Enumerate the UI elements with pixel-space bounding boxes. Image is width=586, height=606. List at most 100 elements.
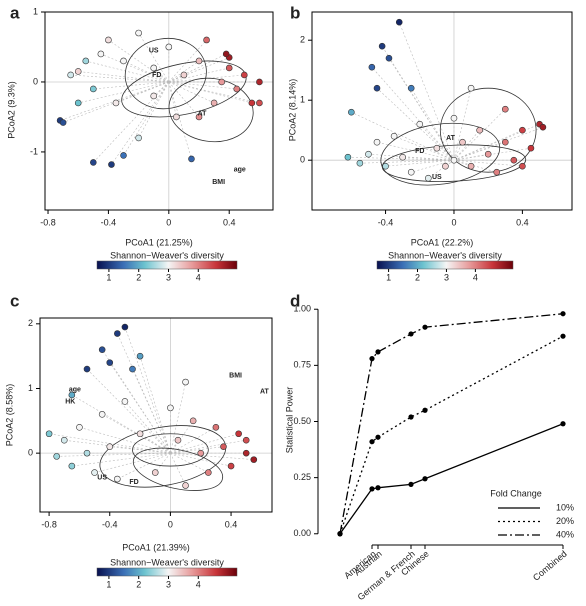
sample-point xyxy=(227,462,235,470)
y-tick-label: 1 xyxy=(33,6,38,16)
spider-line xyxy=(170,453,186,486)
spider-line xyxy=(170,452,209,473)
spider-line xyxy=(453,130,480,161)
sample-point xyxy=(256,99,263,107)
spider-line xyxy=(453,159,497,173)
x-tick-label: 0 xyxy=(166,217,171,227)
colorbar-title: Shannon−Weaver's diversity xyxy=(110,250,224,260)
sample-point xyxy=(108,161,115,168)
data-point xyxy=(560,421,566,427)
colorbar-tick-label: 2 xyxy=(136,579,141,589)
sample-point xyxy=(241,71,248,79)
spider-line xyxy=(453,159,472,167)
spider-line xyxy=(168,81,237,90)
x-axis-title: PCoA1 (21.39%) xyxy=(122,542,190,552)
annotation: US xyxy=(432,174,442,181)
sample-point xyxy=(90,159,97,166)
spider-line xyxy=(71,394,171,454)
sample-point xyxy=(235,430,242,438)
y-tick-label: -1 xyxy=(30,146,38,156)
spider-line xyxy=(123,60,169,83)
data-point xyxy=(375,349,381,355)
spider-line xyxy=(108,39,169,83)
sample-point xyxy=(210,99,218,107)
legend-title: Fold Change xyxy=(490,488,542,498)
sample-point xyxy=(248,99,256,107)
sample-point xyxy=(493,168,501,176)
x-tick-label: 0 xyxy=(451,217,456,227)
colorbar-tick-label: 1 xyxy=(106,579,111,589)
spider-line xyxy=(155,452,171,473)
spider-line xyxy=(70,74,169,83)
spider-line xyxy=(428,159,455,179)
sample-point xyxy=(222,50,230,58)
sample-point xyxy=(365,150,372,158)
spider-line xyxy=(153,81,170,97)
sample-point xyxy=(378,42,386,50)
sample-point xyxy=(68,391,76,399)
colorbar-tick-label: 4 xyxy=(196,579,201,589)
spider-line xyxy=(388,58,455,161)
colorbar xyxy=(96,567,238,577)
sample-point xyxy=(83,449,91,457)
spider-line xyxy=(453,108,506,161)
sample-point xyxy=(510,156,518,164)
spider-line xyxy=(71,452,171,467)
sample-point xyxy=(425,174,432,182)
sample-point xyxy=(250,456,258,463)
sample-point xyxy=(501,105,509,113)
spider-line xyxy=(168,39,207,83)
spider-line xyxy=(94,452,171,473)
plot-frame xyxy=(311,11,573,211)
sample-point xyxy=(382,162,389,170)
sample-point xyxy=(195,113,203,121)
data-point xyxy=(369,439,375,445)
sample-point xyxy=(442,162,449,170)
spider-line xyxy=(436,147,455,161)
annotation: age xyxy=(69,387,81,394)
annotation: FD xyxy=(415,148,424,155)
sample-point xyxy=(450,114,458,122)
data-point xyxy=(422,407,428,413)
spider-line xyxy=(168,81,177,118)
spider-line xyxy=(170,427,217,454)
sample-point xyxy=(220,443,227,450)
sample-point xyxy=(59,119,67,126)
data-point xyxy=(560,333,566,339)
sample-point xyxy=(348,108,355,116)
data-point xyxy=(408,414,414,420)
y-axis-title: PCoA2 (9.3%) xyxy=(6,81,16,139)
x-tick-label: Combined xyxy=(531,549,569,583)
y-axis-title: PCoA2 (8.58%) xyxy=(4,384,14,447)
sample-point xyxy=(82,57,90,65)
colorbar-tick-label: 4 xyxy=(196,272,201,282)
legend-label: 20% xyxy=(556,516,574,526)
sample-point xyxy=(501,138,509,146)
sample-point xyxy=(242,449,250,457)
annotation: BMI xyxy=(229,372,242,379)
spider-line xyxy=(402,156,454,161)
spider-line xyxy=(79,426,171,454)
sample-point xyxy=(135,134,142,142)
spider-line xyxy=(398,22,455,161)
spider-line xyxy=(419,123,455,161)
group-ellipse xyxy=(124,37,207,110)
spider-line xyxy=(101,349,171,454)
spider-line xyxy=(153,67,170,83)
sample-point xyxy=(174,436,182,444)
sample-point xyxy=(356,159,364,167)
spider-line xyxy=(117,452,171,480)
y-tick-label: 1 xyxy=(28,383,33,393)
series-line xyxy=(339,423,564,535)
spider-line xyxy=(111,81,170,165)
sample-point xyxy=(120,152,127,159)
sample-point xyxy=(151,469,159,476)
sample-point xyxy=(112,99,120,107)
colorbar-tick-label: 1 xyxy=(386,272,391,282)
spider-line xyxy=(453,147,531,161)
annotation: FD xyxy=(152,72,161,79)
sample-point xyxy=(188,155,195,163)
data-point xyxy=(369,486,375,492)
sample-point xyxy=(407,84,415,92)
sample-point xyxy=(225,64,233,72)
